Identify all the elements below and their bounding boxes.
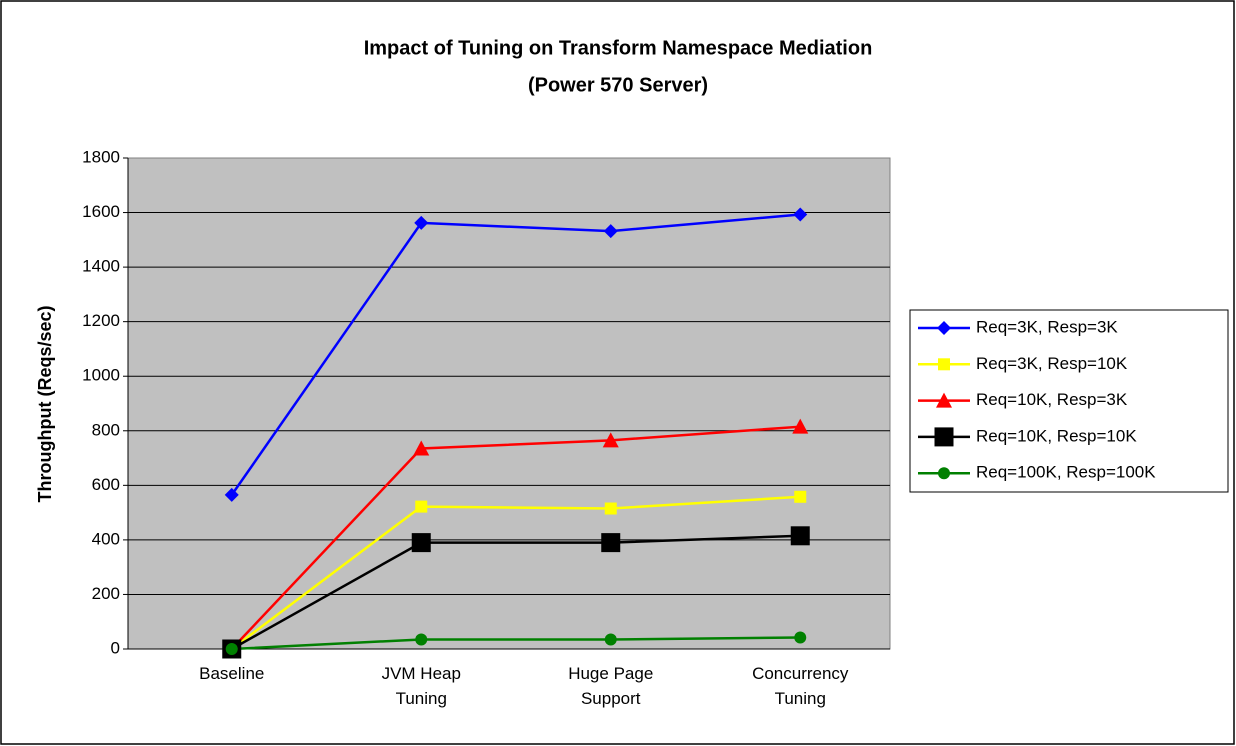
x-tick-label: Baseline: [199, 664, 265, 683]
legend-label: Req=100K, Resp=100K: [976, 463, 1156, 482]
data-point: [415, 500, 428, 513]
data-point: [794, 490, 807, 503]
data-point: [790, 526, 810, 546]
x-tick-label: Huge Page Support: [568, 664, 654, 708]
chart-title: Impact of Tuning on Transform Namespace …: [364, 37, 873, 59]
data-point: [604, 502, 617, 515]
data-point: [603, 224, 618, 239]
plot-area: [127, 157, 891, 650]
y-tick-label: 1200: [82, 311, 120, 330]
series-line: [230, 495, 801, 650]
series-line: [230, 425, 801, 650]
series-line: [231, 534, 801, 651]
y-tick-label: 1000: [82, 366, 120, 385]
y-tick-label: 200: [92, 584, 120, 603]
legend-label: Req=3K, Resp=10K: [976, 354, 1128, 373]
legend-marker: [938, 467, 950, 480]
data-point: [413, 440, 430, 456]
legend-marker: [934, 427, 954, 447]
y-tick-label: 0: [111, 638, 120, 657]
data-point: [225, 643, 238, 655]
y-tick-label: 1800: [82, 147, 120, 166]
y-axis-label: Throughput (Reqs/sec): [35, 305, 55, 502]
y-tick-label: 600: [92, 475, 120, 494]
data-point: [415, 633, 428, 646]
data-point: [604, 633, 617, 646]
data-point: [224, 487, 239, 502]
data-point: [794, 631, 807, 644]
legend-marker: [937, 321, 951, 335]
y-tick-label: 1400: [82, 257, 120, 276]
legend-label: Req=10K, Resp=10K: [976, 426, 1137, 445]
legend-marker: [938, 358, 950, 371]
x-tick-label: Concurrency Tuning: [752, 664, 849, 708]
data-point: [414, 215, 429, 230]
chart-subtitle: (Power 570 Server): [528, 74, 708, 96]
legend-label: Req=3K, Resp=3K: [976, 317, 1118, 336]
data-point: [792, 418, 809, 434]
legend-marker: [936, 392, 952, 408]
y-tick-label: 1600: [82, 202, 120, 221]
data-point: [411, 533, 431, 553]
y-tick-label: 800: [92, 420, 120, 439]
data-point: [793, 207, 808, 222]
data-point: [602, 432, 619, 448]
x-tick-label: JVM Heap Tuning: [381, 664, 461, 708]
data-point: [601, 533, 621, 553]
y-tick-label: 400: [92, 529, 120, 548]
series-line: [231, 636, 801, 651]
legend-label: Req=10K, Resp=3K: [976, 390, 1128, 409]
series-line: [230, 213, 801, 496]
